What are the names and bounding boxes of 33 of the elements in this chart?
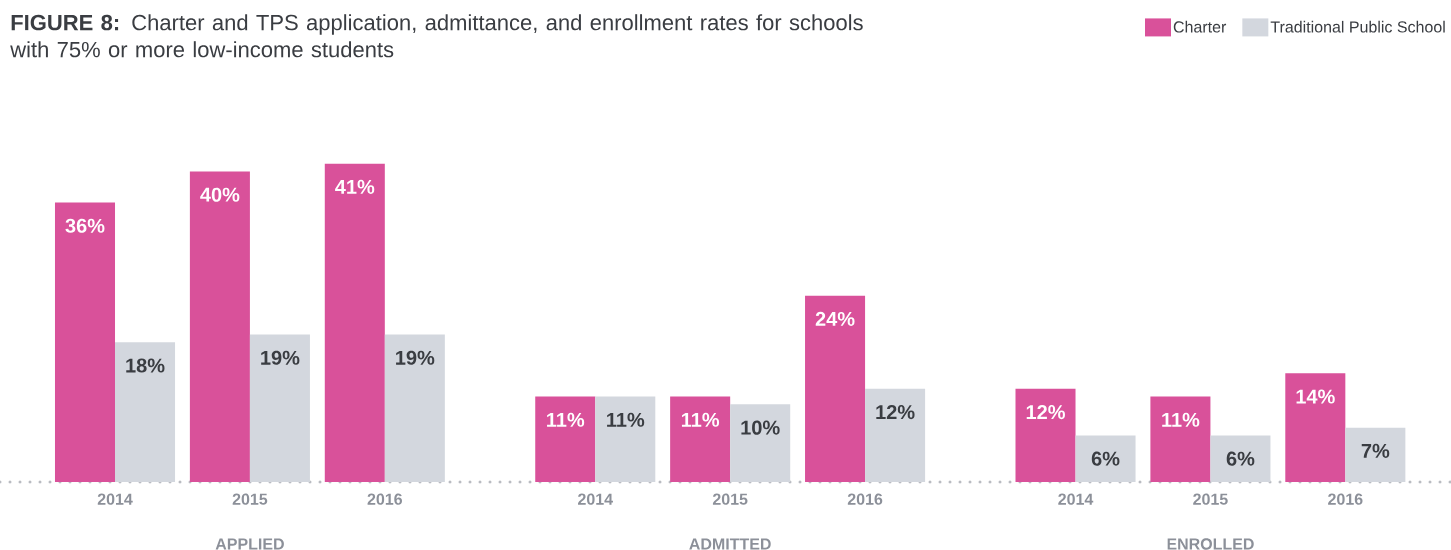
data-label: 6%: [1226, 451, 1255, 466]
data-label: 19%: [261, 350, 300, 365]
x-tick-label: 2014: [97, 493, 133, 505]
data-label: 12%: [876, 405, 915, 420]
x-tick-label: 2014: [578, 493, 613, 505]
data-label: 10%: [741, 420, 780, 435]
data-label: 40%: [200, 187, 240, 202]
data-label: 19%: [396, 350, 435, 365]
data-label: 41%: [335, 179, 375, 194]
data-label: 12%: [1026, 405, 1065, 420]
x-tick-label: 2015: [1193, 493, 1228, 505]
data-label: 18%: [126, 358, 165, 373]
data-label: 7%: [1361, 443, 1390, 458]
chart-title: FIGURE 8: Charter and TPS application, admittance, and enrollment rates for schools with 75% or more low-income students: [10, 14, 863, 58]
data-label: 11%: [1162, 412, 1200, 427]
data-label: 11%: [681, 412, 720, 427]
x-tick-label: 2016: [367, 493, 403, 505]
x-tick-label: 2015: [712, 493, 748, 505]
data-label: 24%: [815, 311, 855, 326]
text: ENROLLED: [1167, 538, 1254, 550]
text: ADMITTED: [689, 538, 771, 550]
data-label: 14%: [1296, 389, 1335, 404]
data-label: 11%: [547, 412, 585, 427]
x-tick-label: 2014: [1058, 493, 1094, 505]
legend-label: Charter: [1173, 20, 1227, 33]
data-label: 36%: [65, 218, 105, 233]
x-tick-label: 2016: [1328, 493, 1363, 505]
data-label: 11%: [607, 412, 645, 427]
legend-label: Traditional Public School: [1270, 20, 1445, 33]
x-tick-label: 2015: [232, 493, 268, 505]
data-label: 6%: [1091, 451, 1120, 466]
text: APPLIED: [215, 538, 284, 550]
x-tick-label: 2016: [847, 493, 883, 505]
